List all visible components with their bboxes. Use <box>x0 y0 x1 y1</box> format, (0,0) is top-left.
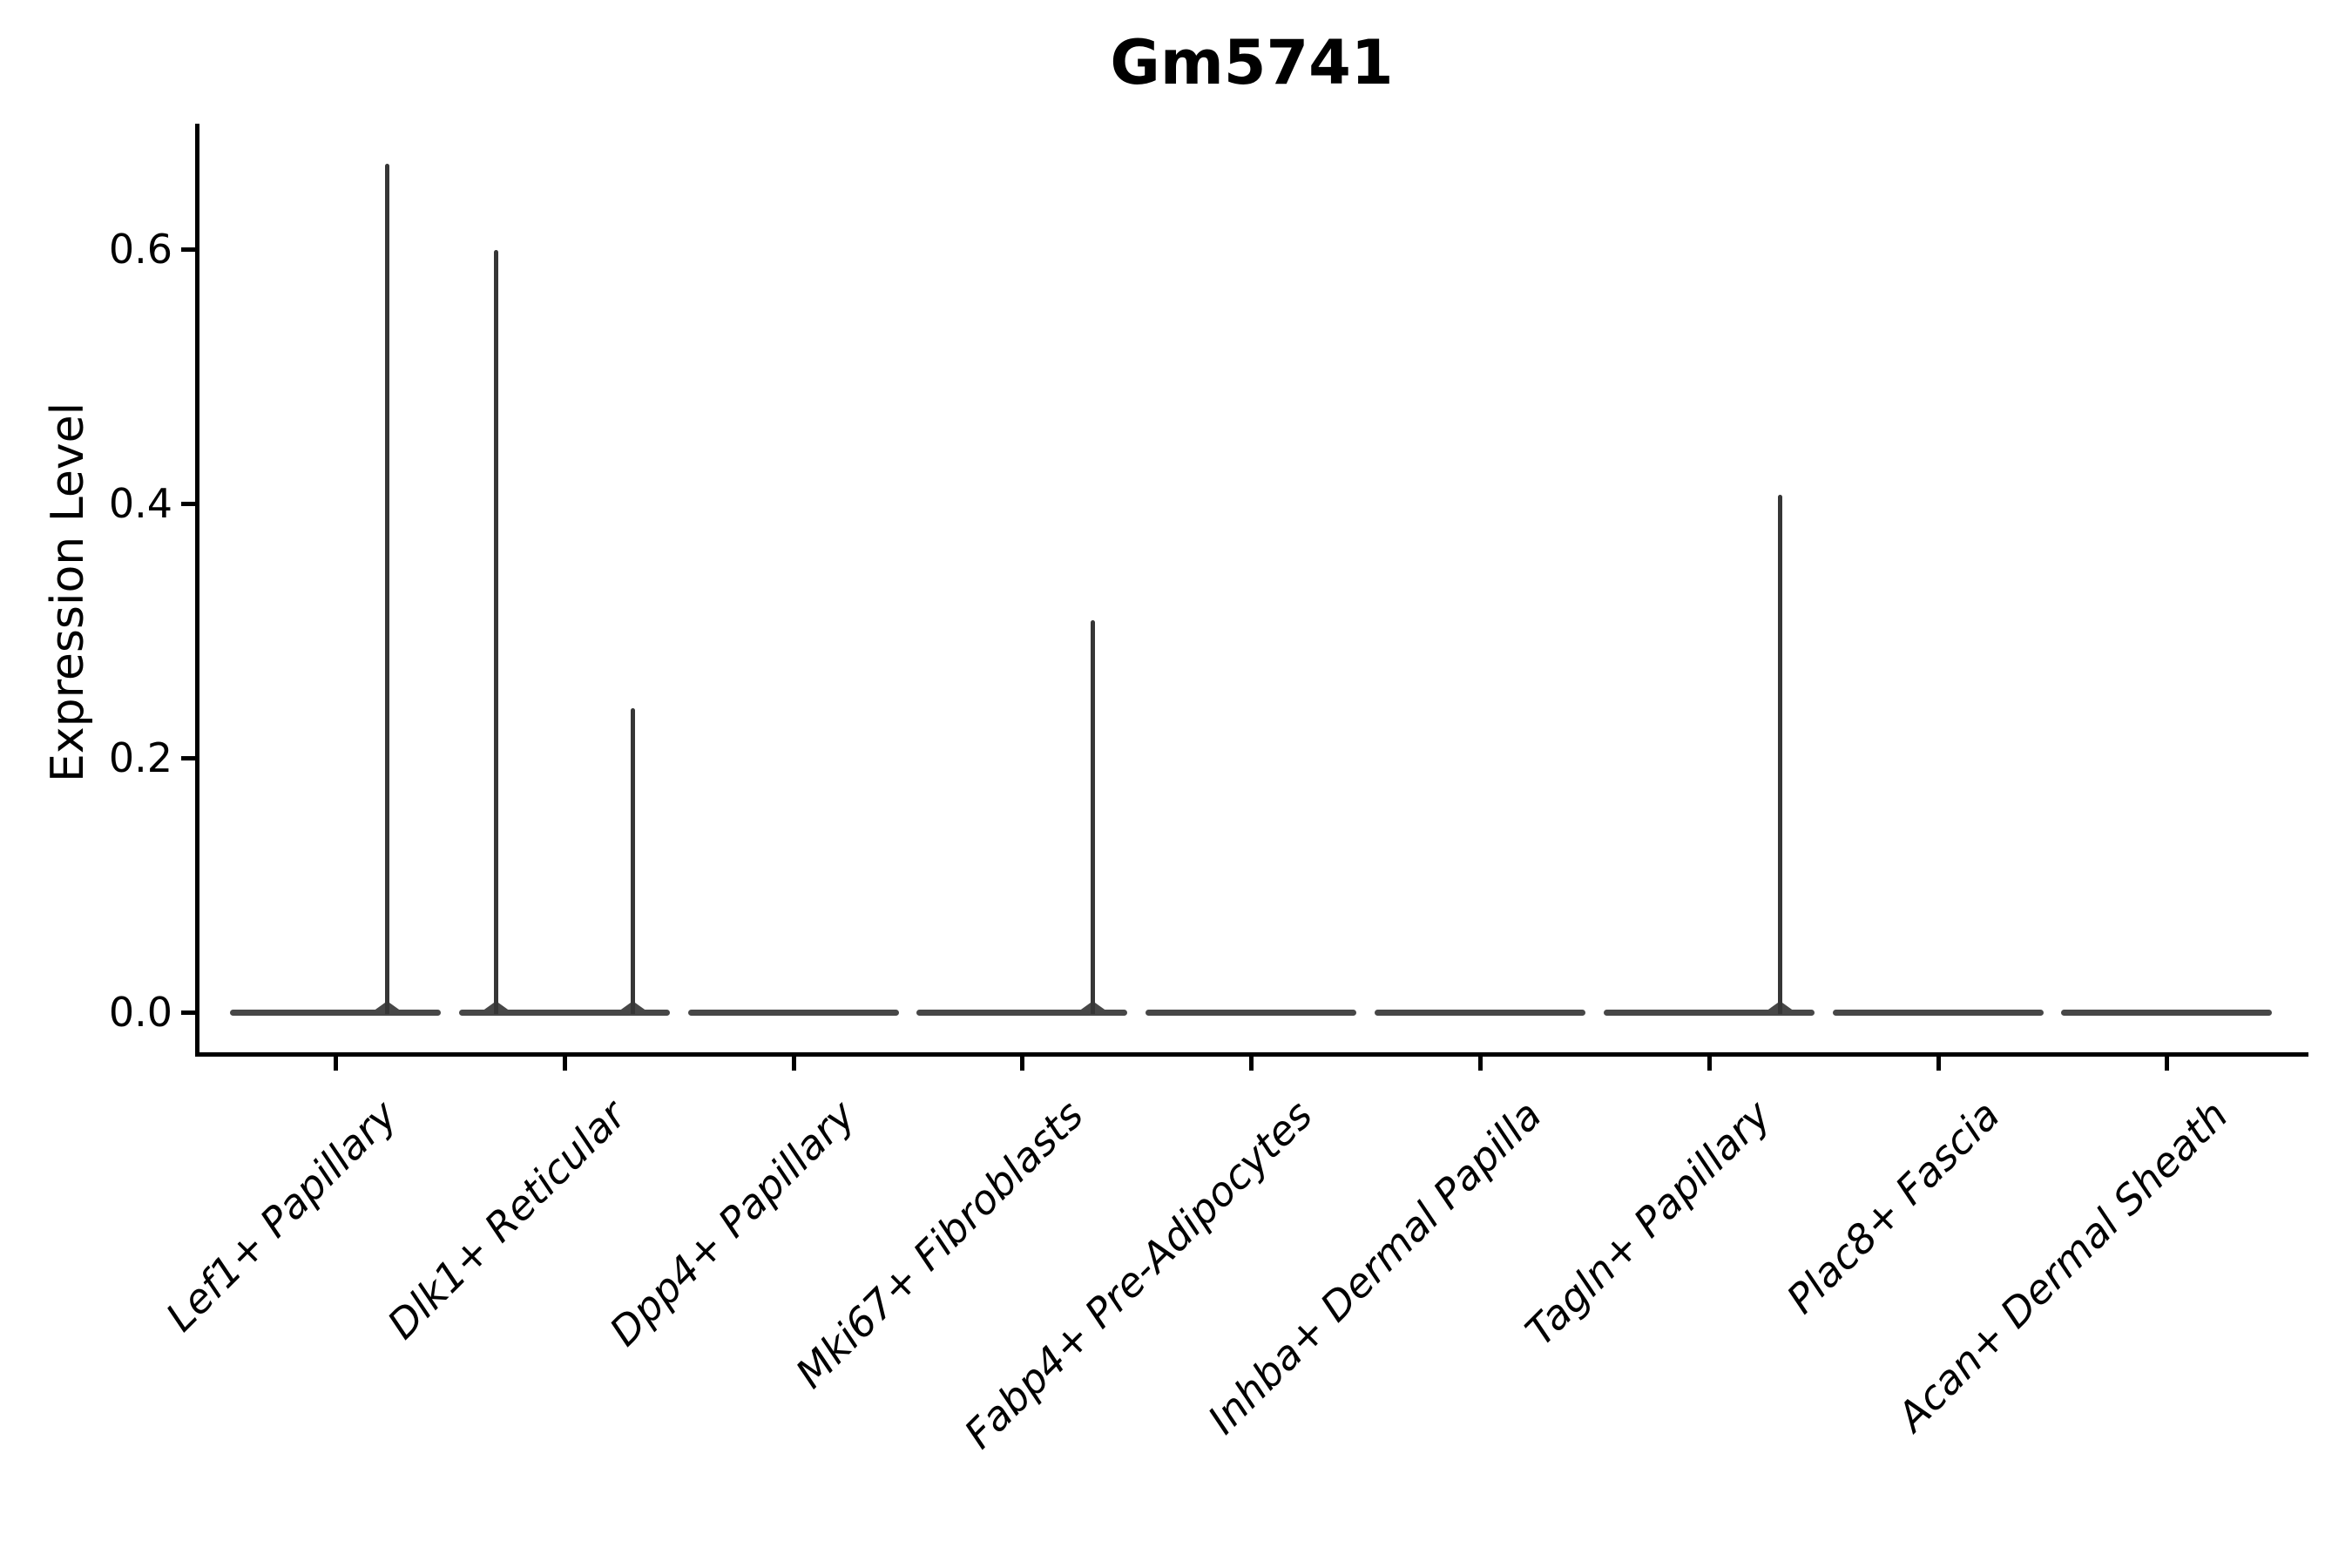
spike-flare-left <box>618 1003 632 1011</box>
y-tick-mark <box>181 502 195 506</box>
spike-flare-right <box>389 1003 402 1011</box>
y-tick-label: 0.6 <box>108 226 172 273</box>
x-tick-label: Mki67+ Fibroblasts <box>787 1091 1093 1397</box>
x-tick-label: Inhba+ Dermal Papilla <box>1199 1091 1551 1443</box>
violin-baseline <box>916 1010 1128 1016</box>
x-tick-mark <box>334 1057 338 1071</box>
y-axis-spine <box>195 124 199 1057</box>
spike-flare-right <box>1094 1003 1107 1011</box>
x-tick-mark <box>2165 1057 2170 1071</box>
y-tick-mark <box>181 1010 195 1015</box>
x-tick-label: Fabp4+ Pre-Adipocytes <box>955 1091 1322 1458</box>
violin-baseline <box>1146 1010 1357 1016</box>
spike-flare-right <box>635 1003 648 1011</box>
y-tick-label: 0.4 <box>108 480 172 527</box>
x-tick-mark <box>1936 1057 1941 1071</box>
violin-spike <box>1090 620 1095 1014</box>
violin-baseline <box>687 1010 899 1016</box>
x-tick-mark <box>562 1057 567 1071</box>
spike-flare-left <box>373 1003 386 1011</box>
x-tick-mark <box>1478 1057 1483 1071</box>
spike-flare-left <box>1078 1003 1091 1011</box>
spike-flare-right <box>1782 1003 1795 1011</box>
violin-baseline <box>1832 1010 2044 1016</box>
x-tick-label: Acan+ Dermal Sheath <box>1888 1091 2238 1441</box>
violin-baseline <box>230 1010 441 1016</box>
y-tick-label: 0.2 <box>108 734 172 781</box>
y-axis-label: Expression Level <box>42 402 94 783</box>
violin-spike <box>631 708 636 1014</box>
x-tick-mark <box>1707 1057 1712 1071</box>
violin-baseline <box>1375 1010 1585 1016</box>
spike-flare-right <box>498 1003 511 1011</box>
violin-baseline <box>458 1010 670 1016</box>
violin-baseline <box>2061 1010 2273 1016</box>
x-tick-label: Dlk1+ Reticular <box>378 1091 635 1348</box>
x-tick-label: Plac8+ Fascia <box>1777 1091 2009 1323</box>
x-tick-mark <box>791 1057 796 1071</box>
y-tick-mark <box>181 247 195 252</box>
violin-spike <box>494 250 499 1014</box>
violin-spike <box>385 164 390 1014</box>
chart-title: Gm5741 <box>1110 27 1394 98</box>
violin-baseline <box>1603 1010 1815 1016</box>
x-axis-spine <box>195 1052 2308 1057</box>
violin-spike <box>1778 494 1783 1014</box>
x-tick-mark <box>1249 1057 1254 1071</box>
x-tick-label: Lef1+ Papillary <box>156 1091 406 1341</box>
spike-flare-left <box>1766 1003 1779 1011</box>
spike-flare-left <box>482 1003 495 1011</box>
x-tick-label: Dpp4+ Papillary <box>599 1091 864 1355</box>
x-tick-label: Tagln+ Papillary <box>1516 1091 1780 1355</box>
y-tick-mark <box>181 756 195 760</box>
y-tick-label: 0.0 <box>108 989 172 1036</box>
x-tick-mark <box>1020 1057 1025 1071</box>
